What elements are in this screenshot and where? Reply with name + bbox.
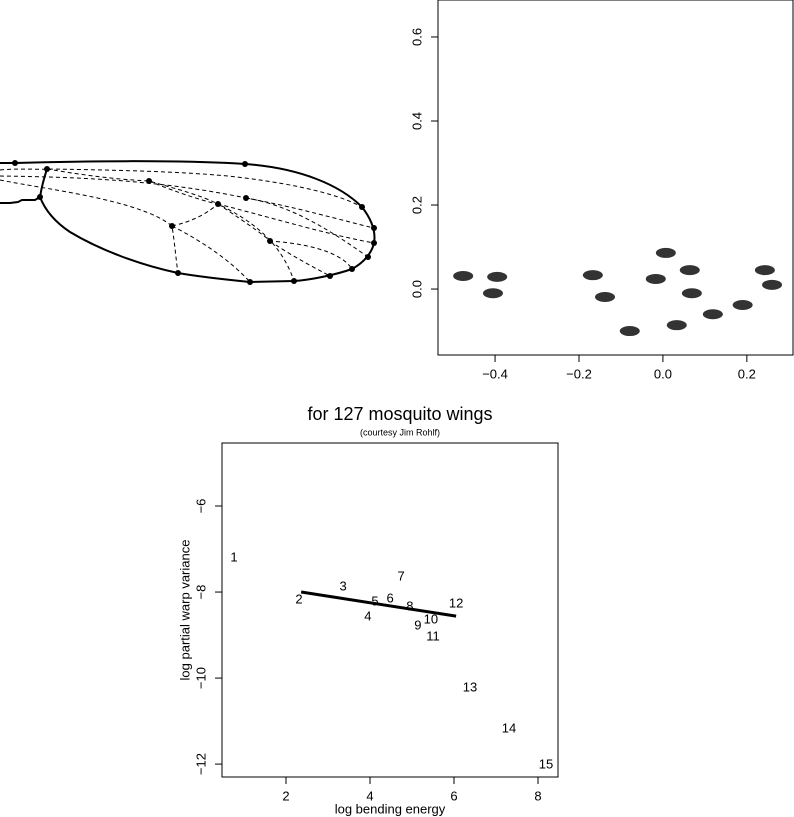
point-label: 11	[426, 629, 440, 644]
plot-frame	[437, 0, 794, 356]
x-axis-label: log bending energy	[335, 801, 446, 816]
point-label: 2	[295, 592, 302, 607]
point-cluster	[619, 326, 640, 337]
point-label: 4	[364, 608, 371, 623]
point-cluster	[754, 265, 775, 276]
x-tick-label: 0.0	[654, 366, 672, 381]
y-tick-label: −10	[193, 667, 208, 689]
point-cluster	[679, 265, 700, 276]
point-label: 15	[539, 756, 553, 771]
y-tick-label: 0.2	[409, 196, 424, 214]
fit-line	[300, 590, 457, 618]
y-axis-label: log partial warp variance	[177, 540, 192, 681]
point-label: 10	[424, 611, 438, 626]
point-label: 1	[230, 549, 237, 564]
point-cluster	[582, 270, 603, 281]
point-label: 8	[406, 599, 413, 614]
point-label: 3	[340, 578, 347, 593]
wing-diagram	[0, 160, 377, 285]
point-label: 12	[449, 596, 463, 611]
point-label: 9	[414, 617, 421, 632]
point-cluster	[595, 292, 616, 303]
x-tick-label: 8	[534, 788, 541, 803]
y-tick-label: −8	[193, 585, 208, 600]
point-cluster	[681, 288, 702, 299]
x-tick-label: −0.2	[566, 366, 592, 381]
y-tick-label: 0.0	[409, 280, 424, 298]
y-tick-label: −12	[193, 753, 208, 775]
point-cluster	[453, 271, 474, 282]
y-tick-label: −6	[193, 499, 208, 514]
x-tick-label: 2	[282, 788, 289, 803]
point-cluster	[655, 247, 676, 258]
point-cluster	[666, 320, 687, 331]
x-tick-label: 6	[450, 788, 457, 803]
point-cluster	[702, 309, 723, 320]
point-cluster	[487, 271, 508, 282]
x-tick-label: 0.2	[738, 366, 756, 381]
plot-frame	[221, 442, 559, 778]
point-cluster	[482, 288, 503, 299]
y-tick-label: 0.4	[409, 112, 424, 130]
landmarks	[12, 160, 377, 285]
point-label: 6	[387, 590, 394, 605]
chart-title: for 127 mosquito wings	[307, 404, 492, 424]
point-cluster	[645, 273, 666, 284]
point-label: 7	[397, 568, 404, 583]
chart-subtitle: (courtesy Jim Rohlf)	[360, 427, 440, 437]
wing-veins	[0, 168, 375, 283]
point-label: 5	[371, 593, 378, 608]
point-cluster	[732, 300, 753, 311]
point-label: 13	[463, 679, 477, 694]
point-label: 14	[502, 721, 516, 736]
x-tick-label: −0.4	[482, 366, 508, 381]
point-cluster	[762, 279, 783, 290]
x-tick-label: 4	[366, 788, 373, 803]
y-tick-label: 0.6	[409, 28, 424, 46]
